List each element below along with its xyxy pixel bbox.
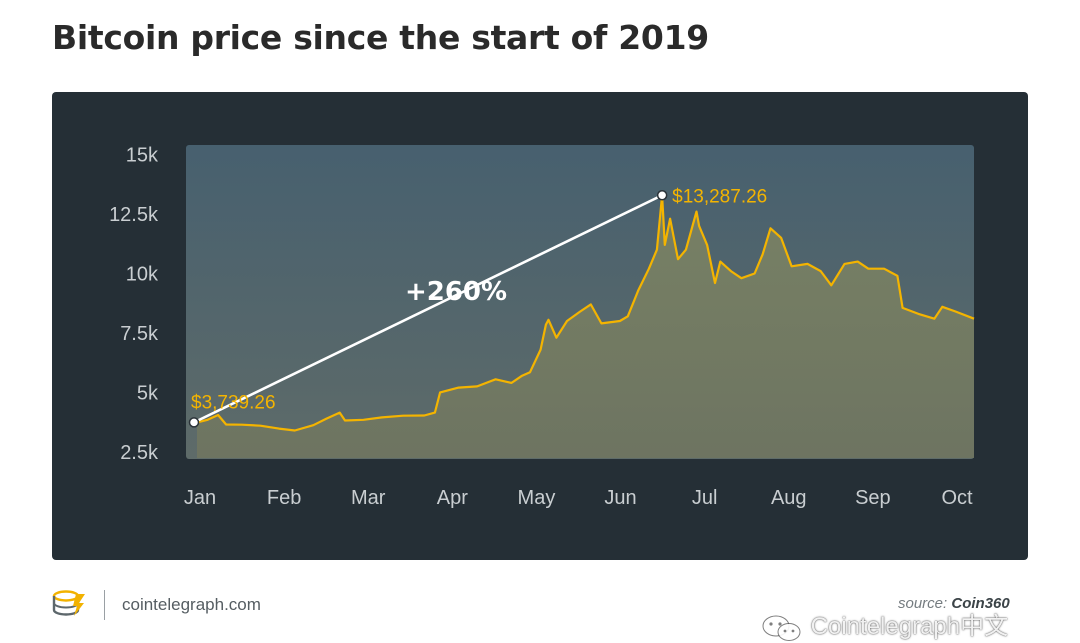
chart-panel: 2.5k 5k 7.5k 10k 12.5k 15k Jan Feb Mar Apr May Jun… [52,92,1028,560]
peak-price-label: $13,287.26 [672,186,767,207]
x-tick-label: Mar [351,487,386,509]
x-tick-label: Jun [604,487,636,509]
start-price-label: $3,739.26 [191,392,276,413]
x-tick-label: Feb [267,487,301,509]
watermark: Cointelegraph中文 [760,606,1008,643]
footer-site-link[interactable]: cointelegraph.com [122,595,261,614]
x-tick-label: Apr [437,487,468,509]
change-arrow-line [193,194,663,424]
y-tick-label: 12.5k [109,204,159,226]
y-tick-label: 5k [137,382,159,404]
x-tick-label: May [518,487,556,509]
footer-divider [104,590,105,620]
x-tick-label: Jul [692,487,718,509]
x-tick-label: Sep [855,487,891,509]
bitcoin-price-chart: 2.5k 5k 7.5k 10k 12.5k 15k Jan Feb Mar Apr May Jun… [109,145,975,509]
y-tick-label: 7.5k [120,323,159,345]
peak-point-marker [656,190,668,201]
x-tick-label: Oct [941,487,973,509]
change-percent-label: +260% [405,277,507,307]
cointelegraph-logo-icon [52,590,85,616]
x-tick-label: Jan [184,487,216,509]
footer-source: source: Coin360 [898,595,1010,612]
price-area [197,195,974,459]
source-prefix: source: [898,595,948,612]
price-line [196,194,975,432]
y-tick-label: 2.5k [120,442,159,464]
page-title: Bitcoin price since the start of 2019 [52,18,709,57]
wechat-icon [762,615,801,641]
x-tick-label: Aug [771,487,807,509]
y-tick-label: 10k [126,263,159,285]
source-name: Coin360 [951,595,1010,612]
watermark-text: Cointelegraph中文 [810,613,1009,640]
start-point-marker [188,417,200,428]
y-tick-label: 15k [126,145,159,167]
